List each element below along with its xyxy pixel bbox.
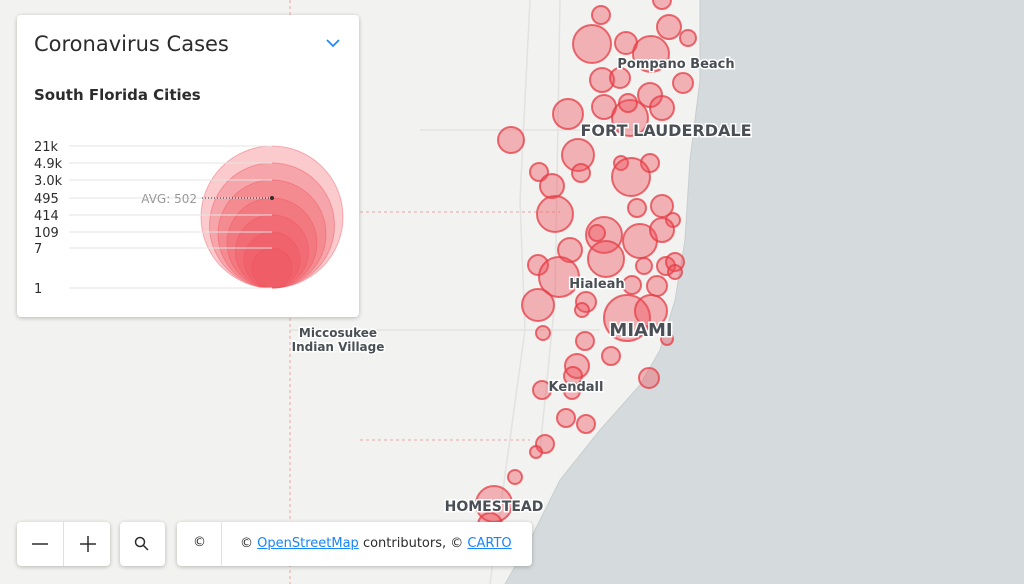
legend-subtitle: South Florida Cities (34, 86, 201, 104)
city-bubble (529, 445, 543, 459)
city-bubble (587, 240, 625, 278)
city-bubble (611, 157, 651, 197)
legend-label: 4.9k (34, 157, 63, 172)
city-bubble (536, 195, 574, 233)
city-bubble (564, 353, 590, 379)
water (505, 0, 1024, 584)
city-bubble (618, 93, 638, 113)
city-bubble (556, 408, 576, 428)
city-bubble (589, 67, 615, 93)
city-bubble (591, 5, 611, 25)
carto-link[interactable]: CARTO (467, 536, 512, 551)
city-bubble (646, 275, 668, 297)
city-bubble (649, 95, 675, 121)
legend-label: 7 (34, 242, 42, 257)
city-bubble (638, 367, 660, 389)
zoom-control (17, 522, 110, 566)
attribution-prefix: © (240, 536, 253, 551)
city-bubble (574, 302, 590, 318)
city-bubbles (475, 0, 697, 538)
city-bubble (527, 254, 549, 276)
attribution-toggle[interactable]: © (193, 535, 206, 550)
city-bubble (532, 380, 552, 400)
city-bubble (622, 275, 642, 295)
city-bubble (552, 98, 584, 130)
place-label: Kendall (549, 380, 604, 395)
avg-label: AVG: 502 (141, 192, 197, 206)
city-bubble (652, 0, 672, 10)
city-bubble (632, 35, 670, 73)
city-bubble (521, 288, 555, 322)
coastline (504, 0, 701, 584)
city-bubble (563, 366, 583, 386)
legend-label: 1 (34, 282, 42, 297)
divider (221, 522, 222, 566)
legend-label: 3.0k (34, 174, 63, 189)
city-bubble (563, 382, 581, 400)
collapse-toggle[interactable] (325, 35, 341, 51)
avg-dot (270, 196, 274, 200)
zoom-out[interactable] (17, 522, 63, 566)
place-label: MIAMI (609, 320, 672, 341)
city-bubble (588, 224, 606, 242)
attribution-middle: contributors, © (362, 536, 464, 551)
city-bubble (557, 237, 583, 263)
place-label: Hialeah (569, 277, 624, 292)
place-label: HOMESTEAD (445, 499, 544, 515)
city-bubble (572, 24, 612, 64)
legend-label: 414 (34, 209, 59, 224)
city-bubble (497, 126, 525, 154)
city-bubble (539, 173, 565, 199)
city-bubble (667, 264, 683, 280)
legend-title: Coronavirus Cases (34, 32, 229, 56)
city-bubble (660, 332, 674, 346)
legend-label: 109 (34, 226, 59, 241)
place-label: Miccosukee (299, 326, 377, 340)
attribution-text: © OpenStreetMap contributors, © CARTO (240, 536, 512, 551)
osm-link[interactable]: OpenStreetMap (257, 536, 359, 551)
city-bubble (571, 163, 591, 183)
city-bubble (561, 138, 595, 172)
city-bubble (603, 294, 651, 342)
city-bubble (627, 198, 647, 218)
place-label: Pompano Beach (617, 57, 734, 72)
legend-label: 495 (34, 192, 59, 207)
legend-label: 21k (34, 140, 59, 155)
city-bubble (634, 294, 668, 328)
city-bubble (575, 331, 595, 351)
city-bubble (649, 217, 675, 243)
city-bubble (672, 72, 694, 94)
place-label: FORT LAUDERDALE (580, 121, 751, 140)
city-bubble (679, 29, 697, 47)
legend-panel: Coronavirus Cases South Florida Cities 2… (17, 15, 359, 317)
attribution: © © OpenStreetMap contributors, © CARTO (177, 522, 532, 566)
city-bubble (601, 346, 621, 366)
city-bubble (535, 325, 551, 341)
search-icon (134, 536, 149, 551)
city-bubble (538, 256, 580, 298)
city-bubble (609, 67, 631, 89)
zoom-in[interactable] (64, 522, 110, 566)
city-bubble (507, 469, 523, 485)
legend-bubble (251, 247, 293, 289)
city-bubble (576, 414, 596, 434)
zoom-buttons (17, 522, 110, 566)
city-bubble (575, 291, 597, 313)
city-bubble (656, 14, 682, 40)
search-button[interactable] (120, 522, 165, 566)
city-bubble (635, 257, 653, 275)
place-label: Indian Village (292, 340, 385, 354)
